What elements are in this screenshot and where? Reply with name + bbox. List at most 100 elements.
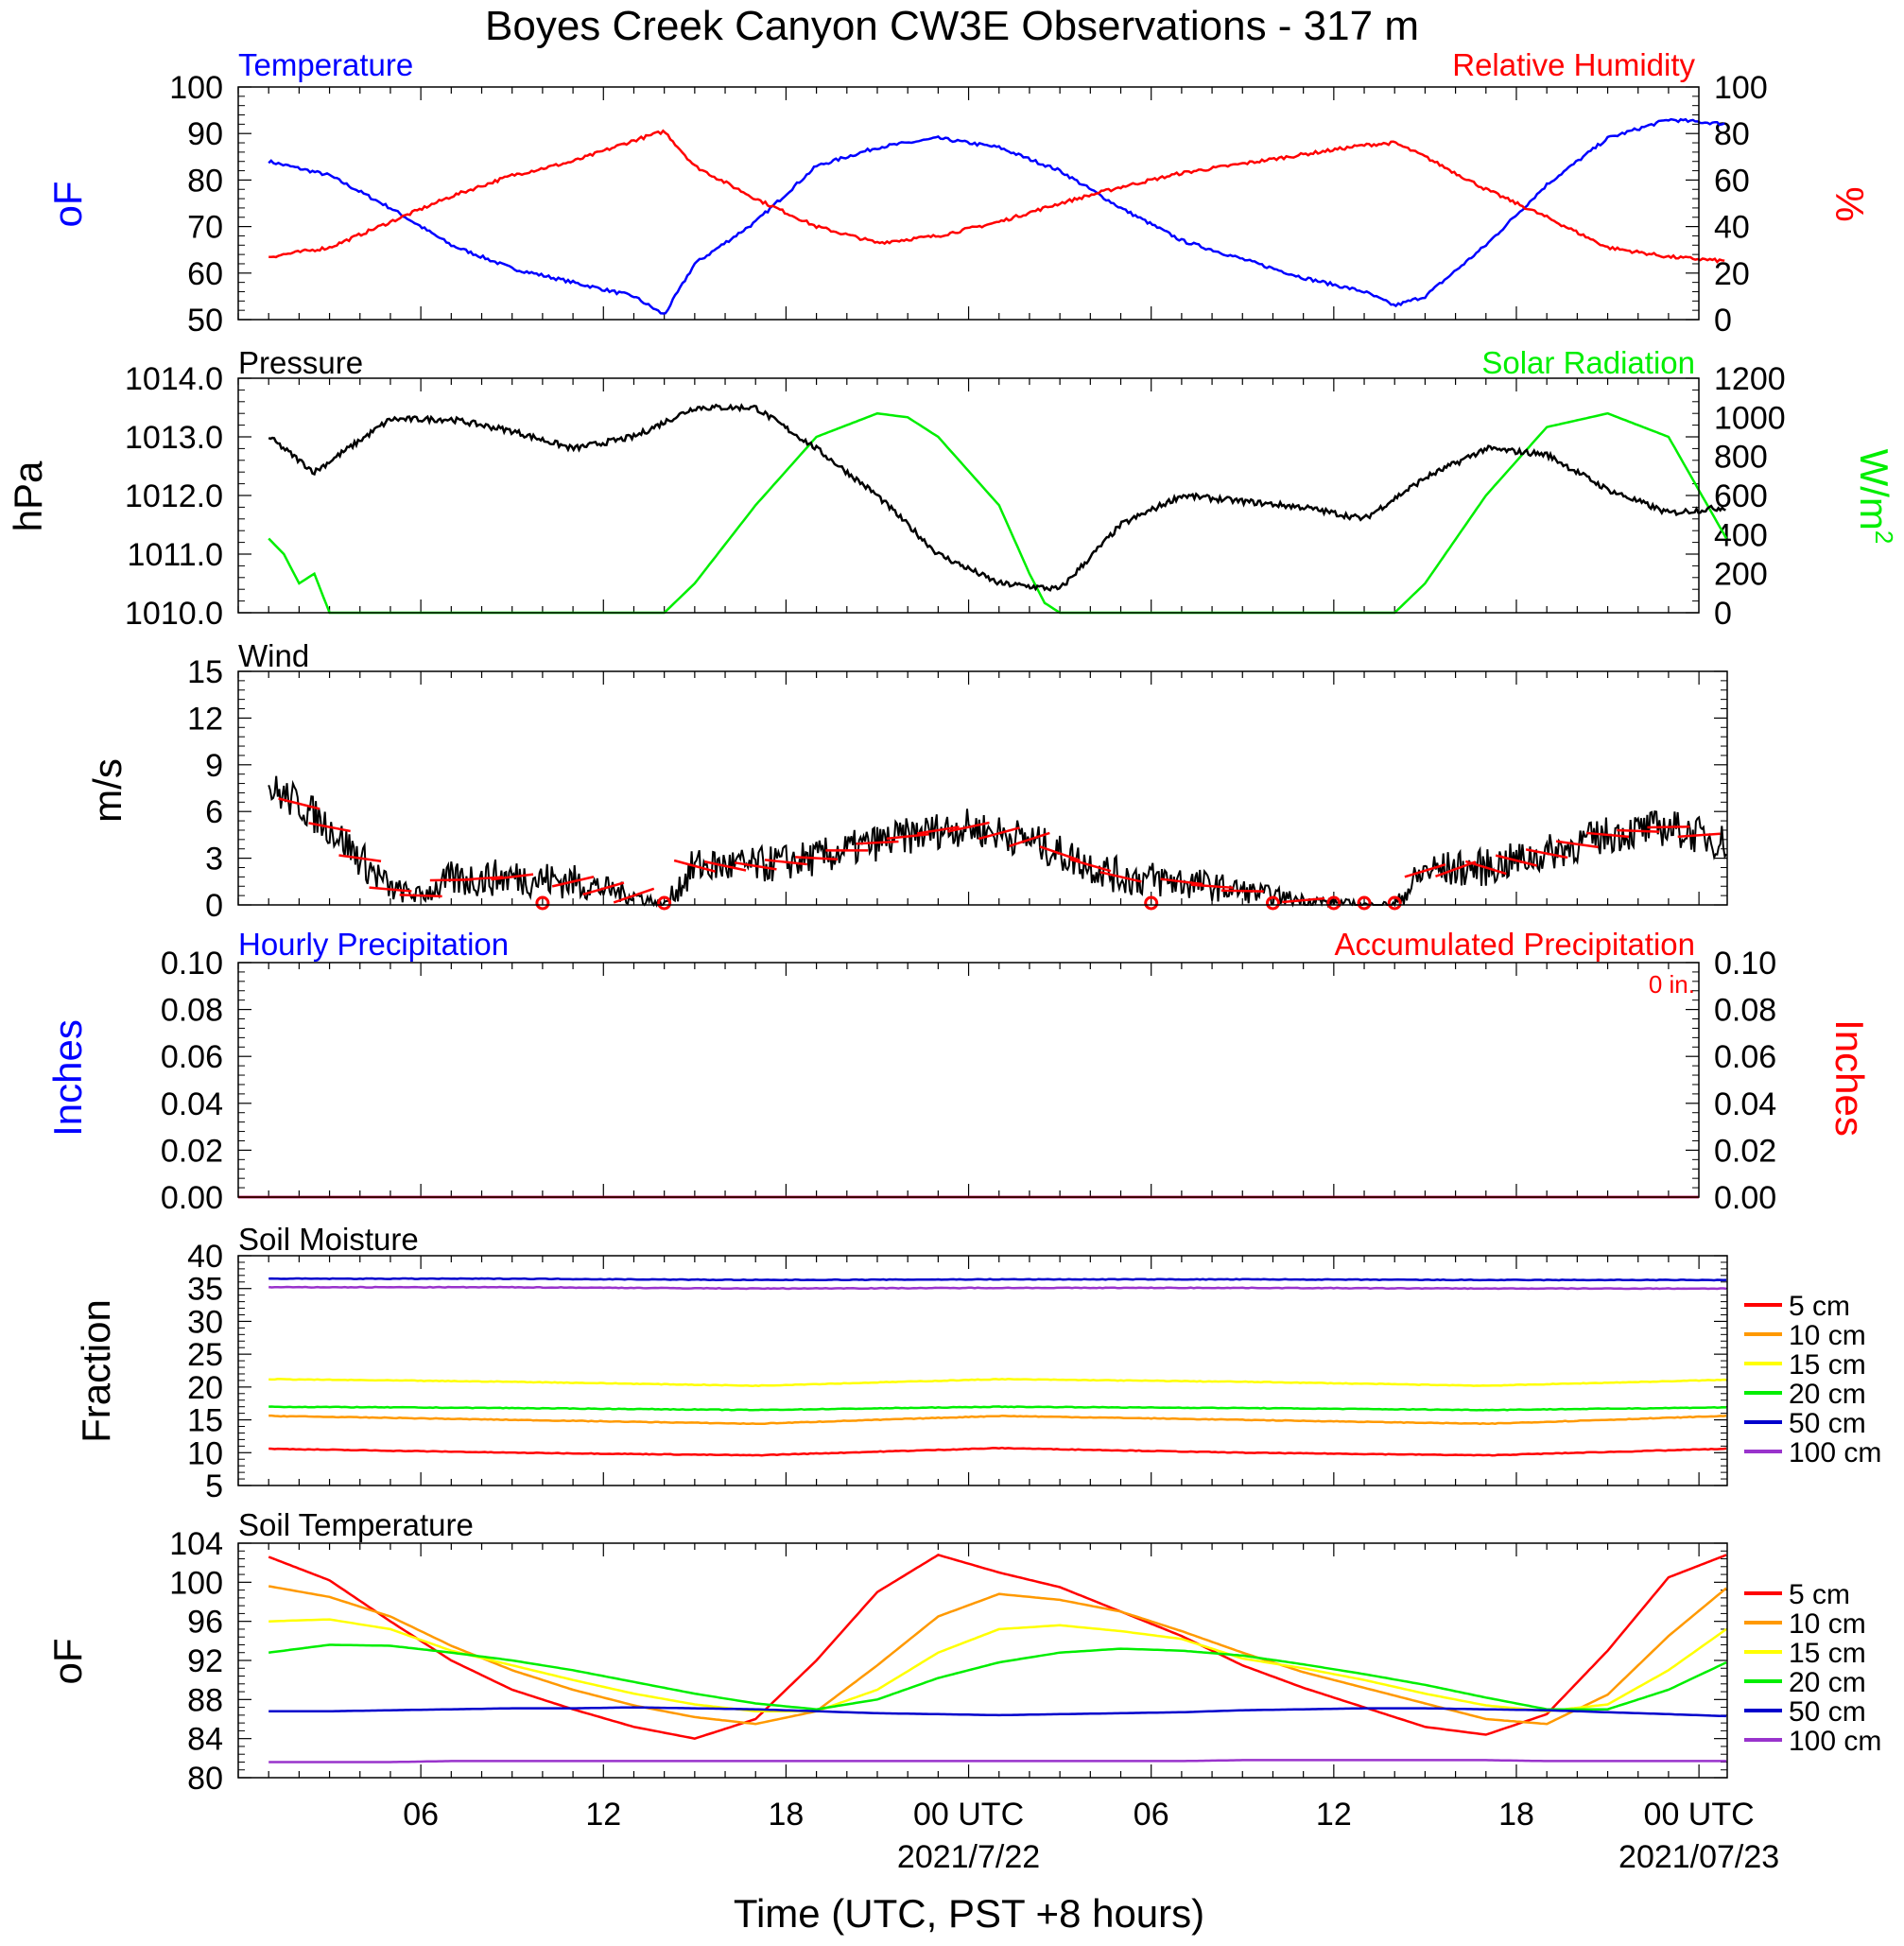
- series-line-10cm: [268, 1585, 1727, 1726]
- y-tick-label-left: 20: [187, 1370, 223, 1406]
- legend-label: 50 cm: [1789, 1696, 1866, 1728]
- soil-moisture-title: Soil Moisture: [238, 1222, 419, 1257]
- y-tick-label-left: 92: [187, 1643, 223, 1679]
- y-tick-label-right: 0.10: [1714, 946, 1776, 982]
- x-tick-label: 12: [1316, 1797, 1352, 1833]
- wind-barb: [491, 873, 534, 881]
- wind-calm-marker: [1357, 895, 1372, 911]
- wind-barb: [734, 861, 777, 871]
- legend-label: 10 cm: [1789, 1320, 1866, 1351]
- wind-barb: [1190, 883, 1234, 890]
- soil-moisture-plot-frame: [237, 1255, 1728, 1486]
- accum-precip-axis-label: Inches: [1827, 1019, 1872, 1137]
- y-tick-label-left: 35: [187, 1272, 223, 1308]
- series-line-15cm: [268, 1378, 1727, 1388]
- y-tick-label-right: 0.02: [1714, 1133, 1776, 1169]
- wind-barb: [795, 856, 839, 861]
- wind-barb: [764, 859, 807, 866]
- hourly-precip-axis-label: Inches: [45, 1019, 90, 1137]
- y-tick-label-left: 50: [187, 303, 223, 339]
- wind-barb: [1404, 862, 1446, 878]
- y-tick-label-left: 30: [187, 1304, 223, 1340]
- wind-barb: [673, 859, 716, 873]
- y-tick-label-left: 0.00: [161, 1180, 223, 1216]
- y-tick-label-left: 0: [205, 888, 223, 924]
- y-tick-label-left: 3: [205, 842, 223, 877]
- wind-calm-marker: [1265, 895, 1280, 911]
- y-tick-label-right: 0.06: [1714, 1039, 1776, 1075]
- pressure-solar-plot-frame: [237, 377, 1700, 614]
- panel-2-ticks: [237, 377, 1699, 614]
- y-tick-label-left: 0.06: [161, 1039, 223, 1075]
- y-tick-label-right: 0.08: [1714, 993, 1776, 1029]
- y-tick-label-right: 400: [1714, 517, 1768, 553]
- y-tick-label-left: 60: [187, 256, 223, 292]
- hourly-precip-title: Hourly Precipitation: [238, 927, 509, 962]
- solar-axis-label: W/m2: [1852, 449, 1898, 545]
- precipitation-plot-frame: [237, 962, 1700, 1198]
- wind-barb: [703, 860, 747, 872]
- y-tick-label-right: 20: [1714, 256, 1750, 292]
- legend-label: 100 cm: [1789, 1726, 1881, 1757]
- soil-moisture-series: [268, 1277, 1727, 1457]
- wind-barb: [308, 822, 351, 833]
- legend-label: 15 cm: [1789, 1638, 1866, 1669]
- y-tick-label-left: 88: [187, 1682, 223, 1718]
- y-tick-label-left: 90: [187, 116, 223, 152]
- panel-6-ticks: [237, 1542, 1727, 1779]
- wind-barb: [1039, 845, 1081, 862]
- wind-speed-series-line: [268, 775, 1727, 909]
- x-date-label: 2021/7/22: [897, 1839, 1040, 1875]
- wind-barb: [1617, 828, 1660, 833]
- wind-barb: [338, 854, 382, 862]
- y-tick-label-left: 0.02: [161, 1133, 223, 1169]
- y-tick-label-left: 1014.0: [125, 361, 223, 397]
- y-tick-label-right: 60: [1714, 163, 1750, 199]
- legend-label: 10 cm: [1789, 1608, 1866, 1640]
- y-tick-label-left: 1011.0: [128, 537, 223, 573]
- legend-label: 5 cm: [1789, 1291, 1850, 1322]
- rh-title: Relative Humidity: [1452, 47, 1695, 82]
- series-line-15cm: [268, 1618, 1727, 1712]
- solar-title: Solar Radiation: [1481, 345, 1695, 380]
- wind-barb: [278, 797, 320, 810]
- series-line-20cm: [268, 1405, 1727, 1412]
- series-line-5cm: [268, 1446, 1727, 1457]
- wind-barb: [916, 825, 960, 835]
- y-tick-label-right: 0: [1714, 596, 1732, 632]
- solar-unit-text: W/m: [1852, 449, 1896, 530]
- y-tick-label-left: 0.10: [161, 946, 223, 982]
- y-tick-label-left: 6: [205, 794, 223, 830]
- pressure-series-line: [268, 403, 1726, 592]
- wind-barb: [1586, 831, 1630, 839]
- wind-calm-marker: [1326, 895, 1341, 911]
- wind-barbs: [278, 797, 1721, 911]
- wind-barb: [1435, 860, 1477, 877]
- y-tick-label-right: 1000: [1714, 400, 1786, 436]
- y-tick-label-right: 800: [1714, 440, 1768, 476]
- y-tick-label-left: 15: [187, 654, 223, 690]
- wind-barb: [613, 887, 655, 904]
- wind-barb: [369, 886, 412, 893]
- y-tick-label-left: 10: [187, 1435, 223, 1471]
- y-tick-label-left: 84: [187, 1722, 223, 1758]
- soil-temperature-plot-frame: [237, 1542, 1728, 1779]
- wind-calm-marker: [535, 895, 550, 911]
- pressure-axis-label: hPa: [6, 460, 50, 531]
- y-tick-label-right: 100: [1714, 70, 1768, 106]
- x-tick-label: 00 UTC: [1644, 1797, 1755, 1833]
- rh-axis-label: %: [1827, 186, 1872, 221]
- panel-precipitation: Hourly Precipitation Accumulated Precipi…: [45, 927, 1872, 1216]
- x-date-label: 2021/07/23: [1618, 1839, 1779, 1875]
- y-tick-label-right: 0.00: [1714, 1180, 1776, 1216]
- panel-3-tick-labels: 15 12 9 6 3 0: [187, 654, 223, 924]
- legend-label: 15 cm: [1789, 1349, 1866, 1381]
- y-tick-label-left: 100: [169, 70, 223, 106]
- y-tick-label-right: 0: [1714, 303, 1732, 339]
- pressure-title: Pressure: [238, 345, 363, 380]
